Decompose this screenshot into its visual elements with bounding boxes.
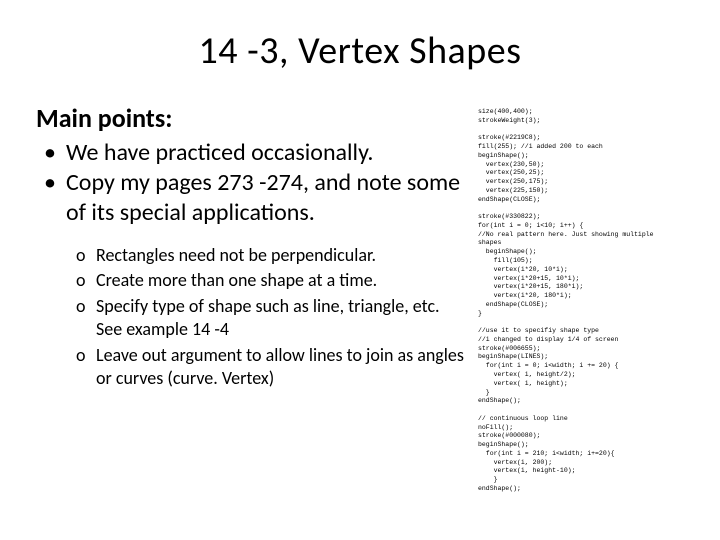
- slide-title: 14 -3, Vertex Shapes: [36, 28, 684, 74]
- sub-item: Leave out argument to allow lines to joi…: [76, 344, 466, 391]
- sub-item: Rectangles need not be perpendicular.: [76, 244, 466, 267]
- bullet-item: Copy my pages 273 -274, and note some of…: [40, 168, 466, 228]
- sub-list: Rectangles need not be perpendicular. Cr…: [36, 244, 466, 390]
- main-bullets: We have practiced occasionally. Copy my …: [36, 138, 466, 228]
- code-block: size(400,400); strokeWeight(3); stroke(#…: [478, 102, 684, 494]
- content-area: Main points: We have practiced occasiona…: [36, 102, 684, 494]
- bullet-item: We have practiced occasionally.: [40, 138, 466, 168]
- main-points-heading: Main points:: [36, 102, 466, 134]
- sub-item: Specify type of shape such as line, tria…: [76, 295, 466, 342]
- sub-item: Create more than one shape at a time.: [76, 269, 466, 292]
- left-column: Main points: We have practiced occasiona…: [36, 102, 466, 494]
